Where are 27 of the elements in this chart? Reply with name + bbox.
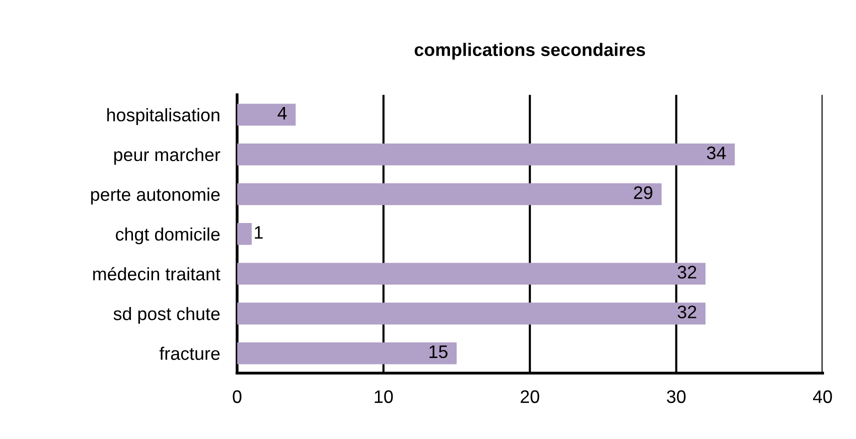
bar [237, 144, 735, 166]
data-label: 32 [678, 306, 696, 318]
x-tick-label: 30 [666, 390, 686, 404]
chart-title: complications secondaires [414, 42, 646, 60]
bar [237, 183, 662, 206]
data-label: 29 [634, 186, 652, 200]
data-label: 4 [278, 106, 287, 120]
bar [237, 104, 296, 126]
y-tick-label: perte autonomie [91, 188, 220, 205]
y-tick-label: chgt domicile [116, 227, 220, 244]
bar [237, 223, 252, 245]
bar [237, 342, 457, 364]
bar [237, 302, 706, 324]
data-label: 15 [430, 346, 448, 358]
x-tick-label: 0 [232, 390, 242, 404]
data-label: 1 [254, 226, 263, 239]
y-tick-label: peur marcher [114, 148, 220, 165]
data-label: 32 [678, 266, 696, 279]
bar [237, 262, 706, 285]
y-tick-label: médecin traitant [93, 266, 220, 280]
x-tick-label: 20 [520, 390, 540, 404]
x-tick-label: 10 [374, 390, 393, 404]
x-tick-label: 40 [812, 390, 832, 404]
data-label: 34 [706, 146, 726, 160]
y-tick-label: hospitalisation [107, 108, 220, 125]
y-tick-label: fracture [159, 346, 220, 360]
y-tick-label: sd post chute [114, 306, 220, 324]
